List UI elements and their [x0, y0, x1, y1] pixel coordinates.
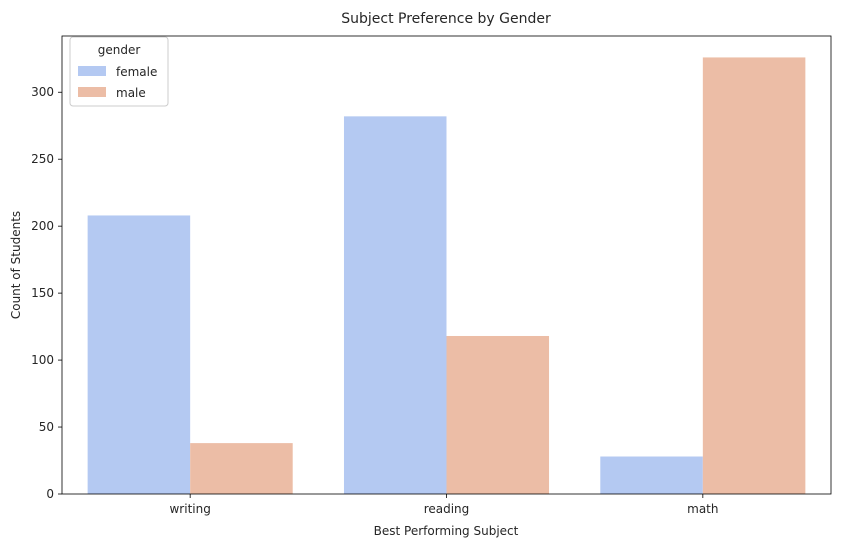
- legend-swatch-male: [78, 87, 106, 97]
- x-tick-label-reading: reading: [424, 502, 470, 516]
- bar-writing-male: [190, 443, 293, 494]
- y-tick-label: 200: [31, 219, 54, 233]
- bars-group: [87, 57, 806, 495]
- y-tick-label: 150: [31, 286, 54, 300]
- legend: gender female male: [69, 36, 169, 107]
- y-tick-label: 250: [31, 152, 54, 166]
- chart-title: Subject Preference by Gender: [341, 11, 551, 27]
- x-tick-label-math: math: [687, 502, 718, 516]
- plot-frame: [61, 35, 832, 495]
- bar-math-female: [600, 456, 703, 494]
- y-tick-label: 300: [31, 85, 54, 99]
- y-tick-label: 0: [46, 487, 54, 501]
- bar-reading-male: [446, 335, 550, 494]
- legend-title: gender: [98, 43, 141, 57]
- y-tick-label: 100: [31, 353, 54, 367]
- bar-math-male: [702, 57, 806, 495]
- legend-swatch-female: [78, 66, 106, 76]
- legend-label-female: female: [116, 65, 157, 79]
- bar-writing-female: [87, 215, 191, 494]
- bar-reading-female: [343, 116, 447, 494]
- x-axis-label: Best Performing Subject: [374, 524, 519, 538]
- y-axis-ticks: 0 50 100 150 200 250 300: [31, 85, 62, 501]
- y-tick-label: 50: [39, 420, 54, 434]
- legend-label-male: male: [116, 86, 146, 100]
- x-tick-label-writing: writing: [169, 502, 210, 516]
- x-axis-ticks: writing reading math: [169, 494, 719, 516]
- y-axis-label: Count of Students: [9, 211, 23, 319]
